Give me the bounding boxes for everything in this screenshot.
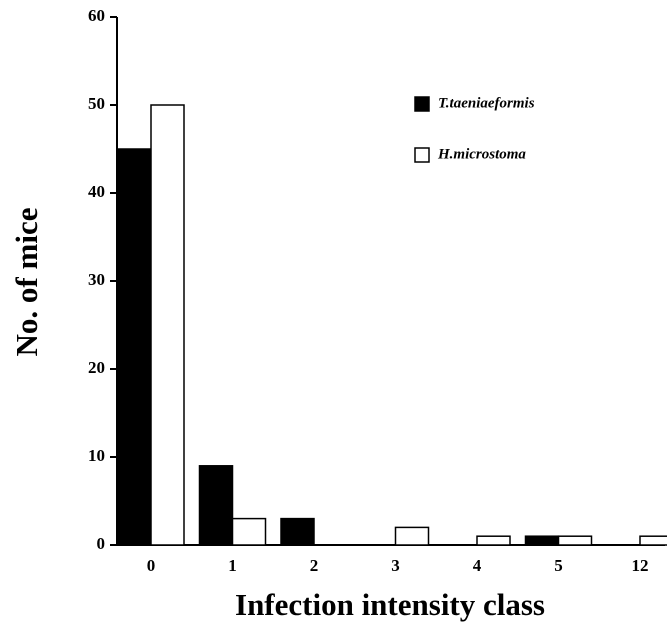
y-axis-label: No. of mice: [9, 208, 44, 357]
bar: [150, 104, 185, 546]
bar: [476, 535, 511, 546]
legend-swatch: [414, 147, 430, 163]
y-tick-label: 60: [88, 6, 105, 25]
bar: [280, 517, 315, 546]
x-tick-label: 5: [554, 556, 563, 575]
bar: [198, 465, 234, 546]
y-tick-label: 50: [88, 94, 105, 113]
bar: [394, 526, 430, 546]
x-tick-label: 2: [310, 556, 319, 575]
y-tick-label: 10: [88, 446, 105, 465]
bar: [639, 535, 667, 546]
bar: [557, 535, 593, 546]
x-tick-label: 4: [473, 556, 482, 575]
x-tick-label: 0: [147, 556, 156, 575]
legend-label: H.microstoma: [437, 146, 526, 162]
legend-label: T.taeniaeformis: [438, 95, 535, 111]
x-axis-label: Infection intensity class: [235, 587, 545, 622]
y-tick-label: 30: [88, 270, 105, 289]
legend-swatch: [414, 96, 430, 112]
y-tick-label: 40: [88, 182, 105, 201]
x-tick-label: 1: [228, 556, 237, 575]
x-tick-label: 3: [391, 556, 400, 575]
y-tick-label: 0: [97, 534, 106, 553]
bar: [117, 148, 152, 546]
bar: [231, 517, 267, 546]
x-tick-label: 12: [632, 556, 649, 575]
bar: [524, 535, 560, 546]
y-tick-label: 20: [88, 358, 105, 377]
